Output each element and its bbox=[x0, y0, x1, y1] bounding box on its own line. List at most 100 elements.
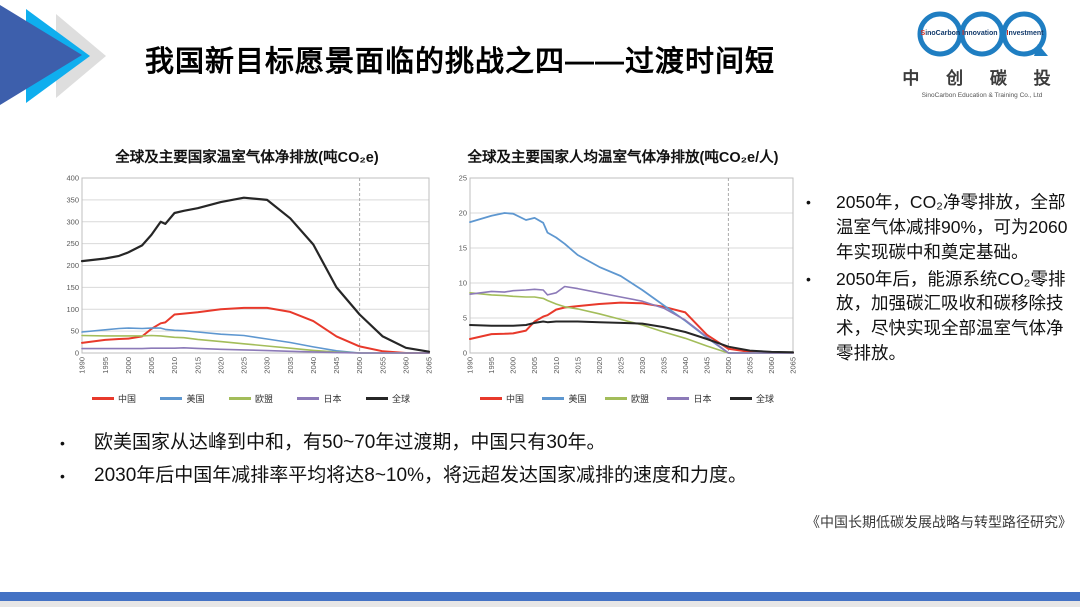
logo-tagline: SinoCarbon Innovation & Investment bbox=[896, 30, 1068, 37]
chart-ghg-per-capita: 全球及主要国家人均温室气体净排放(吨CO₂e/人) 0 5 10 15 20 25 1990… bbox=[446, 147, 800, 405]
legend-item-china: 中国 bbox=[92, 392, 136, 405]
bullet-icon: • bbox=[806, 270, 811, 287]
bullet-icon: • bbox=[60, 467, 65, 484]
logo-word: Innovation bbox=[962, 30, 998, 37]
series-line-china bbox=[469, 301, 794, 354]
page-title: 我国新目标愿景面临的挑战之四——过渡时间短 bbox=[145, 46, 776, 78]
x-axis-label: 2045 bbox=[702, 357, 711, 374]
y-axis-label: 250 bbox=[66, 239, 79, 248]
x-axis-label: 2050 bbox=[355, 357, 364, 374]
series-line-china bbox=[81, 306, 430, 354]
legend-item-usa: 美国 bbox=[160, 392, 205, 405]
legend-swatch-icon bbox=[604, 397, 627, 400]
x-axis-label: 2005 bbox=[530, 357, 539, 374]
y-axis-label: 0 bbox=[463, 349, 467, 358]
bullet-icon: • bbox=[806, 194, 811, 210]
x-axis-label: 1990 bbox=[78, 357, 87, 374]
legend-item-china: 中国 bbox=[480, 392, 524, 405]
legend-label: 中国 bbox=[506, 394, 525, 404]
x-axis-label: 2060 bbox=[401, 357, 410, 374]
legend-swatch-icon bbox=[480, 397, 502, 400]
y-axis-label: 20 bbox=[459, 209, 467, 218]
note-item: • 2050年后，能源系统CO₂零排放，加强碳汇吸收和碳移除技术，尽快实现全部温… bbox=[806, 267, 1074, 366]
x-axis-label: 1990 bbox=[466, 357, 475, 374]
logo-word: SinoCarbon bbox=[920, 30, 961, 37]
x-axis-label: 2015 bbox=[193, 357, 202, 374]
x-axis-label: 2055 bbox=[746, 357, 755, 374]
legend-label: 全球 bbox=[755, 394, 774, 404]
x-axis-label: 2045 bbox=[332, 357, 341, 374]
legend-swatch-icon bbox=[297, 397, 320, 400]
legend-label: 欧盟 bbox=[254, 394, 273, 404]
company-logo: SinoCarbon Innovation & Investment 中 创 碳… bbox=[896, 6, 1068, 106]
legend-item-japan: 日本 bbox=[667, 392, 711, 405]
y-axis-label: 0 bbox=[75, 349, 79, 358]
x-axis-label: 2025 bbox=[240, 357, 249, 374]
chart-legend: 中国 美国 欧盟 日本 全球 bbox=[446, 392, 800, 405]
note-item: • 2030年后中国年减排率平均将达8~10%，将远超发达国家减排的速度和力度。 bbox=[60, 463, 800, 489]
logo-name-chinese: 中 创 碳 投 bbox=[902, 69, 1062, 88]
legend-label: 美国 bbox=[568, 394, 587, 404]
logo-name-english: SinoCarbon Education & Training Co., Ltd bbox=[921, 92, 1043, 99]
series-line-japan bbox=[469, 285, 794, 354]
legend-swatch-icon bbox=[365, 397, 388, 400]
y-axis-label: 200 bbox=[66, 261, 79, 270]
legend-label: 日本 bbox=[693, 394, 712, 404]
legend-label: 中国 bbox=[118, 394, 137, 404]
note-text: 2050年后，能源系统CO₂零排放，加强碳汇吸收和碳移除技术，尽快实现全部温室气… bbox=[836, 268, 1066, 364]
bottom-notes: • 欧美国家从达峰到中和，有50~70年过渡期，中国只有30年。 • 2030年… bbox=[60, 430, 800, 495]
x-axis-label: 2025 bbox=[616, 357, 625, 374]
legend-label: 全球 bbox=[391, 394, 410, 404]
x-axis-label: 2005 bbox=[147, 357, 156, 374]
x-axis-label: 2035 bbox=[659, 357, 668, 374]
legend-item-japan: 日本 bbox=[297, 392, 341, 405]
legend-swatch-icon bbox=[542, 397, 565, 400]
chart-ghg-total: 全球及主要国家温室气体净排放(吨CO₂e) 0 50 100 150 200 250 300… bbox=[58, 147, 436, 405]
footer-gray-bar bbox=[0, 601, 1080, 607]
legend-swatch-icon bbox=[92, 397, 114, 400]
x-axis-label: 2000 bbox=[124, 357, 133, 374]
logo-word: Investment bbox=[1006, 30, 1044, 37]
chart-title: 全球及主要国家温室气体净排放(吨CO₂e) bbox=[115, 150, 379, 166]
note-text: 2050年，CO₂净零排放，全部温室气体减排90%，可为2060年实现碳中和奠定… bbox=[836, 192, 1068, 262]
x-axis-label: 2010 bbox=[552, 357, 561, 374]
series-line-global bbox=[469, 320, 794, 354]
y-axis-label: 400 bbox=[66, 174, 79, 183]
legend-label: 欧盟 bbox=[630, 394, 649, 404]
legend-item-eu: 欧盟 bbox=[604, 392, 649, 405]
x-axis-label: 2040 bbox=[309, 357, 318, 374]
series-line-global bbox=[80, 196, 431, 353]
x-axis-label: 2040 bbox=[681, 357, 690, 374]
x-axis-label: 2020 bbox=[595, 357, 604, 374]
x-axis-label: 1995 bbox=[101, 357, 110, 374]
logo-ampersand: & bbox=[999, 30, 1005, 37]
x-axis-label: 2010 bbox=[170, 357, 179, 374]
y-axis-label: 350 bbox=[66, 195, 79, 204]
note-text: 2030年后中国年减排率平均将达8~10%，将远超发达国家减排的速度和力度。 bbox=[94, 464, 747, 486]
legend-swatch-icon bbox=[667, 397, 690, 400]
y-axis-label: 5 bbox=[463, 314, 467, 323]
right-notes: • 2050年，CO₂净零排放，全部温室气体减排90%，可为2060年实现碳中和… bbox=[806, 190, 1074, 368]
x-axis-label: 2065 bbox=[789, 357, 798, 374]
y-axis-label: 300 bbox=[66, 217, 79, 226]
legend-swatch-icon bbox=[729, 397, 752, 400]
y-axis-label: 15 bbox=[459, 244, 467, 253]
chart-canvas: 0 50 100 150 200 250 300 350 400 1990 1995 2000 2005… bbox=[66, 174, 434, 374]
x-axis-label: 2020 bbox=[216, 357, 225, 374]
x-axis-label: 2035 bbox=[286, 357, 295, 374]
footer-accent-bar bbox=[0, 592, 1080, 601]
x-axis-label: 2030 bbox=[638, 357, 647, 374]
chart-legend: 中国 美国 欧盟 日本 全球 bbox=[58, 392, 436, 405]
note-text: 欧美国家从达峰到中和，有50~70年过渡期，中国只有30年。 bbox=[94, 432, 606, 453]
x-axis-label: 2065 bbox=[425, 357, 434, 374]
x-axis-label: 2055 bbox=[378, 357, 387, 374]
bullet-icon: • bbox=[60, 435, 65, 451]
x-axis-label: 2015 bbox=[573, 357, 582, 374]
source-citation: 《中国长期低碳发展战略与转型路径研究》 bbox=[806, 514, 1072, 530]
note-item: • 欧美国家从达峰到中和，有50~70年过渡期，中国只有30年。 bbox=[60, 430, 800, 456]
x-axis-label: 2000 bbox=[509, 357, 518, 374]
legend-swatch-icon bbox=[228, 397, 251, 400]
series-line-eu bbox=[469, 292, 794, 354]
